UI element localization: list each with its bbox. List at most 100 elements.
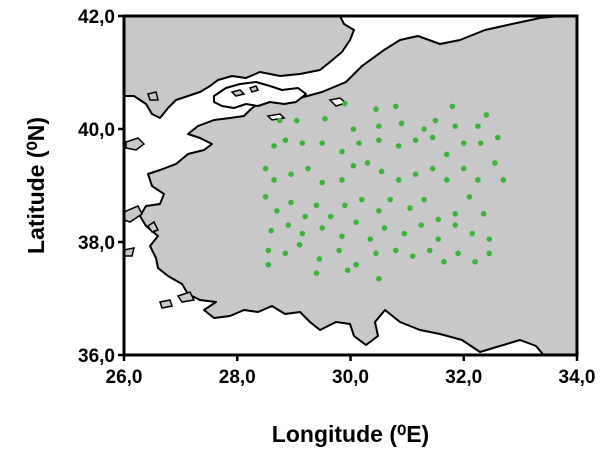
sample-point xyxy=(356,140,362,146)
sample-point xyxy=(452,123,459,129)
sample-point xyxy=(418,222,425,228)
sample-point xyxy=(376,123,382,129)
sample-point xyxy=(299,230,306,237)
sample-point xyxy=(475,123,481,129)
sample-point xyxy=(288,171,294,177)
sample-point xyxy=(271,143,277,149)
marmara-island xyxy=(248,85,260,93)
aegean-island xyxy=(147,91,159,101)
sample-point xyxy=(353,219,359,226)
sample-point xyxy=(412,137,419,144)
sample-point xyxy=(500,177,507,183)
sample-point xyxy=(443,151,450,158)
sample-point xyxy=(282,250,289,257)
sample-point xyxy=(486,250,493,257)
sample-point xyxy=(285,222,292,228)
sample-point xyxy=(395,143,402,149)
aegean-island xyxy=(176,291,196,303)
sample-point xyxy=(353,261,359,268)
sample-point xyxy=(469,230,476,237)
sample-point xyxy=(336,247,342,254)
anatolia-landmass xyxy=(139,16,577,355)
sample-point xyxy=(339,148,345,155)
sample-point xyxy=(262,194,269,200)
sample-point xyxy=(364,160,371,166)
sample-point xyxy=(412,171,419,177)
sample-point xyxy=(344,267,351,274)
y-tick-label: 38,0 xyxy=(78,233,115,254)
sample-point xyxy=(313,202,320,209)
sample-point xyxy=(319,225,325,231)
marmara-island xyxy=(230,89,246,97)
sample-point xyxy=(299,140,306,146)
sample-point xyxy=(282,137,289,144)
sample-point xyxy=(429,134,436,141)
sample-point xyxy=(276,117,283,124)
sample-point xyxy=(319,140,325,146)
sample-point xyxy=(387,196,393,203)
sample-point xyxy=(268,227,275,234)
sample-point xyxy=(274,208,280,214)
sample-point xyxy=(432,117,439,124)
y-tick-label: 40,0 xyxy=(78,120,115,141)
x-tick-label: 34,0 xyxy=(559,367,596,388)
sample-point xyxy=(435,216,442,223)
sample-point xyxy=(435,236,442,242)
sample-point xyxy=(460,165,467,172)
sample-point xyxy=(302,213,309,220)
sample-point xyxy=(477,140,484,146)
marmara-sea xyxy=(213,81,307,109)
sample-point xyxy=(288,199,294,206)
aegean-island xyxy=(146,220,160,233)
sample-point xyxy=(460,140,467,146)
aegean-island xyxy=(124,205,143,223)
aegean-island xyxy=(124,247,136,257)
sample-point xyxy=(376,137,382,144)
sample-point xyxy=(373,106,379,113)
sample-point xyxy=(401,230,408,237)
sample-point xyxy=(429,165,436,172)
sample-point xyxy=(359,196,365,203)
sample-point xyxy=(452,210,459,217)
sample-point xyxy=(494,134,501,141)
sample-point xyxy=(449,103,456,110)
sample-point xyxy=(319,179,325,186)
sample-point xyxy=(421,196,427,203)
sample-point xyxy=(265,247,272,254)
aegean-island xyxy=(159,299,173,309)
sample-point xyxy=(398,120,405,127)
sample-points xyxy=(262,100,507,282)
sample-point xyxy=(262,165,269,172)
sample-point xyxy=(342,202,348,209)
sample-point xyxy=(466,194,473,200)
sample-point xyxy=(350,126,357,132)
sample-point xyxy=(409,253,416,259)
thrace-landmass xyxy=(124,16,355,119)
y-axis: 36,0 38,0 40,0 42,0 xyxy=(78,7,124,367)
x-axis: 26,0 28,0 30,0 32,0 34,0 xyxy=(106,355,596,388)
sample-point xyxy=(393,103,399,110)
sample-point xyxy=(486,236,493,242)
sample-point xyxy=(475,177,481,183)
sample-point xyxy=(483,112,490,118)
sample-point xyxy=(339,177,345,183)
sample-point xyxy=(327,213,334,220)
sample-point xyxy=(472,258,478,265)
sample-point xyxy=(296,242,303,248)
aegean-island xyxy=(125,137,146,151)
sample-point xyxy=(443,177,450,183)
sample-point xyxy=(452,222,459,228)
sample-point xyxy=(373,250,379,257)
sample-point xyxy=(367,236,374,242)
sample-point xyxy=(480,210,487,217)
sample-point xyxy=(492,160,498,166)
sample-point xyxy=(350,162,357,169)
sample-point xyxy=(381,225,388,231)
sample-point xyxy=(376,208,382,214)
sample-point xyxy=(426,247,433,254)
sample-point xyxy=(455,250,461,257)
sample-point xyxy=(378,168,385,175)
sample-point xyxy=(265,261,272,268)
sample-point xyxy=(393,247,399,254)
